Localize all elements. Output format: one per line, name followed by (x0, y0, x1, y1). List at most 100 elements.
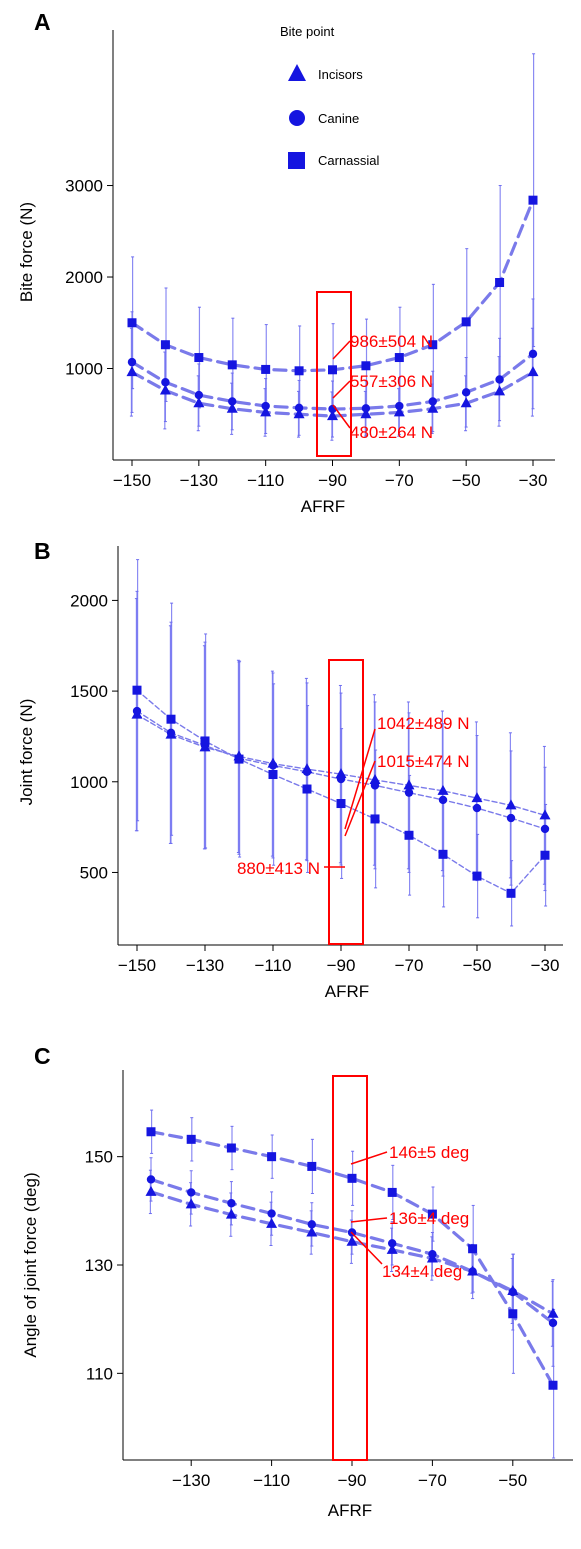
panel-b-ticks: −150 −130 −110 −90 −70 −50 −30 500 1000 1500 2000 (70, 591, 559, 975)
data-point-incisors (226, 402, 238, 413)
panel-c-callout-line (350, 1217, 388, 1223)
panel-b: B −150 −130 −110 −90 −70 −50 −30 500 1000 1500 200… (17, 538, 563, 1001)
data-point-carnassial (472, 871, 482, 881)
data-point-incisors (145, 1185, 157, 1196)
panel-c-x-label: AFRF (328, 1501, 372, 1520)
data-point-incisors (335, 768, 347, 779)
data-point-carnassial (508, 1309, 518, 1319)
data-point-incisors (494, 385, 506, 396)
x-tick-label: −110 (254, 956, 291, 975)
data-point-incisors (393, 406, 405, 417)
y-tick-label: 2000 (70, 591, 108, 610)
panel-b-annotation-carnassial: 880±413 N (237, 859, 320, 878)
x-tick-label: −70 (418, 1471, 447, 1490)
data-point-incisors (460, 397, 472, 408)
data-point-canine (187, 1188, 196, 1197)
data-point-incisors (346, 1235, 358, 1246)
data-point-carnassial (132, 685, 142, 695)
data-point-carnassial (160, 340, 170, 350)
x-tick-label: −150 (113, 471, 151, 490)
panel-a-annotation-carnassial: 986±504 N (350, 332, 433, 351)
data-point-canine (307, 1220, 316, 1229)
data-point-canine (540, 824, 550, 834)
data-point-carnassial (394, 353, 404, 363)
data-point-carnassial (347, 1173, 357, 1183)
y-tick-label: 150 (85, 1148, 113, 1167)
data-point-incisors (193, 397, 205, 408)
data-point-canine (528, 349, 538, 359)
panel-a-callout-line (332, 380, 351, 399)
legend: Bite point Incisors Canine Carnassial (280, 24, 380, 169)
x-tick-label: −70 (395, 956, 424, 975)
data-point-canine (508, 1287, 517, 1297)
data-point-carnassial (370, 814, 380, 824)
data-point-incisors (539, 809, 551, 820)
y-tick-label: 1000 (65, 360, 103, 379)
panel-c-annotation-incisors: 134±4 deg (382, 1262, 462, 1281)
data-point-canine (370, 781, 380, 790)
data-point-carnassial (495, 278, 505, 288)
data-point-incisors (225, 1208, 237, 1219)
data-point-canine (132, 706, 142, 716)
panel-c-y-label: Angle of joint force (deg) (21, 1172, 40, 1357)
data-point-canine (361, 404, 371, 413)
panel-b-annotation-canine: 1015±474 N (377, 752, 470, 771)
panel-a-y-label: Bite force (N) (17, 202, 36, 302)
x-tick-label: −150 (118, 956, 156, 975)
data-point-canine (227, 1199, 236, 1208)
data-point-carnassial (468, 1244, 478, 1254)
data-point-carnassial (307, 1161, 317, 1171)
panel-b-annotation-incisors: 1042±489 N (377, 714, 470, 733)
legend-square-icon (288, 152, 305, 169)
data-point-canine (468, 1267, 477, 1276)
x-tick-label: −110 (247, 471, 284, 490)
x-tick-label: −50 (452, 471, 481, 490)
data-point-carnassial (548, 1380, 558, 1390)
data-point-canine (395, 401, 404, 411)
data-point-incisors (260, 406, 272, 417)
data-point-carnassial (404, 830, 414, 840)
data-point-carnassial (361, 361, 371, 371)
data-point-carnassial (336, 799, 346, 809)
data-point-incisors (293, 408, 305, 419)
data-point-carnassial (328, 365, 337, 375)
panel-c-highlight-box (332, 1075, 368, 1461)
data-point-carnassial (186, 1134, 196, 1144)
y-tick-label: 3000 (65, 177, 103, 196)
panel-a: A −150 −130 −110 −90 −70 −50 −30 1000 2000 3000 A… (17, 9, 555, 516)
data-point-carnassial (166, 714, 176, 724)
panel-c: C −130 −110 −90 −70 −50 110 130 150 AFRF Angle … (21, 1043, 573, 1520)
data-point-carnassial (226, 1143, 236, 1153)
data-point-incisors (360, 408, 372, 419)
panel-c-annotation-carnassial: 146±5 deg (389, 1143, 469, 1162)
x-tick-label: −30 (531, 956, 560, 975)
data-point-carnassial (234, 754, 244, 764)
data-point-carnassial (268, 770, 278, 780)
data-point-incisors (527, 366, 539, 377)
panel-a-ticks: −150 −130 −110 −90 −70 −50 −30 1000 2000 3000 (65, 177, 547, 490)
x-tick-label: −90 (318, 471, 347, 490)
data-point-canine (506, 813, 516, 823)
data-point-canine (548, 1318, 558, 1328)
x-tick-label: −130 (180, 471, 218, 490)
panel-a-annotation-canine: 557±306 N (350, 372, 433, 391)
data-point-canine (166, 728, 176, 738)
x-tick-label: −130 (186, 956, 224, 975)
data-point-canine (261, 401, 270, 411)
x-tick-label: −70 (385, 471, 414, 490)
y-tick-label: 500 (80, 863, 108, 882)
data-point-canine (194, 390, 204, 400)
x-tick-label: −50 (463, 956, 492, 975)
data-point-carnassial (506, 888, 516, 898)
panel-b-callout-line (344, 728, 376, 830)
data-point-canine (495, 375, 504, 384)
data-point-canine (161, 378, 170, 387)
panel-a-highlight-box (316, 291, 352, 457)
data-point-canine (268, 761, 278, 770)
data-point-carnassial (146, 1127, 156, 1137)
y-tick-label: 1500 (70, 682, 108, 701)
x-tick-label: −110 (253, 1471, 290, 1490)
panel-a-x-label: AFRF (301, 497, 345, 516)
y-tick-label: 110 (86, 1364, 113, 1383)
